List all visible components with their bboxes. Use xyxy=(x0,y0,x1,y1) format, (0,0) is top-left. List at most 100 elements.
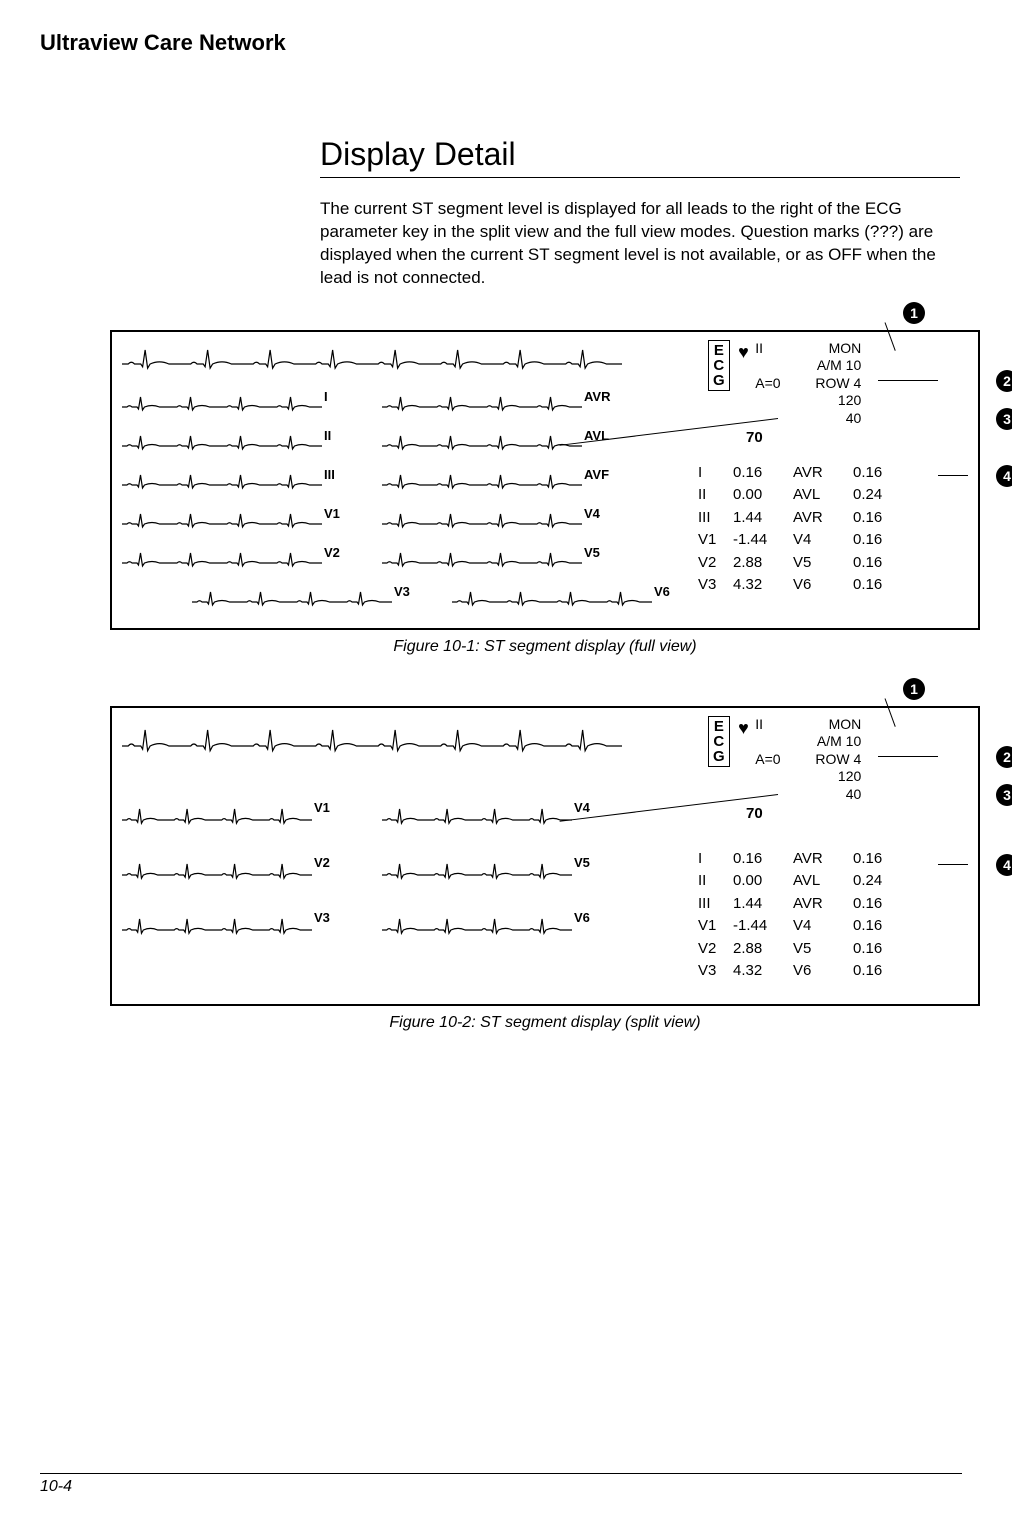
st-value: 0.16 xyxy=(853,552,903,575)
st-value: 0.16 xyxy=(853,915,903,938)
lead-label: V2 xyxy=(314,855,330,870)
lead-label: V6 xyxy=(574,910,590,925)
figure-2-caption: Figure 10-2: ST segment display (split v… xyxy=(110,1014,980,1032)
heart-icon: ♥ xyxy=(738,718,749,739)
st-value: 0.00 xyxy=(733,484,793,507)
st-lead: AVL xyxy=(793,870,853,893)
st-value: -1.44 xyxy=(733,529,793,552)
waveform-area-split: V1 V4 V2 V5 V3 V6 xyxy=(122,718,702,998)
section-title: Display Detail xyxy=(320,136,960,178)
st-value: 0.16 xyxy=(733,848,793,871)
callout-3: 3 xyxy=(996,408,1012,430)
callout-2: 2 xyxy=(996,370,1012,392)
lead-label: AVR xyxy=(584,389,610,404)
lead-label: V1 xyxy=(324,506,340,521)
st-lead: AVR xyxy=(793,462,853,485)
st-value: 0.16 xyxy=(853,848,903,871)
lead-label: V2 xyxy=(324,545,340,560)
callout-2-line xyxy=(878,380,938,381)
st-value: 0.16 xyxy=(853,574,903,597)
ecg-key-box-2: E C G xyxy=(708,716,730,767)
ecg-info: IIMON A/M 10 A=0ROW 4 120 40 xyxy=(755,340,861,428)
limit-hi: 120 xyxy=(791,392,861,410)
figure-1-wrap: IAVRIIAVLIIIAVFV1V4V2V5V3V6 E C G ♥ IIMO… xyxy=(110,330,980,630)
lead-label: V5 xyxy=(584,545,600,560)
ecg-parameter-block: E C G ♥ IIMON A/M 10 A=0ROW 4 120 40 70 xyxy=(708,340,968,447)
st-lead: V4 xyxy=(793,529,853,552)
st-value: 0.24 xyxy=(853,484,903,507)
st-row: I0.16AVR0.16 xyxy=(698,462,958,485)
st-lead: V1 xyxy=(698,915,733,938)
section-body: The current ST segment level is displaye… xyxy=(320,198,960,290)
lead-label: I xyxy=(324,389,328,404)
callout-4: 4 xyxy=(996,465,1012,487)
st-lead: I xyxy=(698,848,733,871)
st-value: 2.88 xyxy=(733,938,793,961)
st-row: V22.88V50.16 xyxy=(698,938,958,961)
st-value: 4.32 xyxy=(733,574,793,597)
st-row: II0.00AVL0.24 xyxy=(698,870,958,893)
st-row: III1.44AVR0.16 xyxy=(698,893,958,916)
st-lead: V3 xyxy=(698,574,733,597)
st-lead: III xyxy=(698,893,733,916)
st-row: V1-1.44V40.16 xyxy=(698,915,958,938)
st-lead: V2 xyxy=(698,552,733,575)
ecg-key-box: E C G xyxy=(708,340,730,391)
ecg-aeq: A=0 xyxy=(755,375,791,393)
st-value: 4.32 xyxy=(733,960,793,983)
st-lead: V6 xyxy=(793,574,853,597)
st-lead: I xyxy=(698,462,733,485)
st-value: 0.00 xyxy=(733,870,793,893)
lead-label: V5 xyxy=(574,855,590,870)
lead-label: V4 xyxy=(584,506,600,521)
st-row: I0.16AVR0.16 xyxy=(698,848,958,871)
st-lead: V4 xyxy=(793,915,853,938)
st-lead: II xyxy=(698,870,733,893)
lead-label: V3 xyxy=(314,910,330,925)
st-lead: V2 xyxy=(698,938,733,961)
lead-label: V3 xyxy=(394,584,410,599)
st-lead: III xyxy=(698,507,733,530)
figure-2-wrap: V1 V4 V2 V5 V3 V6 E C G ♥ IIMON A/M 10 A=0ROW… xyxy=(110,706,980,1006)
st-value: 0.16 xyxy=(853,462,903,485)
ecg-mode: MON xyxy=(791,340,861,358)
st-table-split: I0.16AVR0.16II0.00AVL0.24III1.44AVR0.16V… xyxy=(698,848,958,983)
heart-rate-2: 70 xyxy=(746,805,968,822)
st-value: 1.44 xyxy=(733,893,793,916)
heart-icon: ♥ xyxy=(738,342,749,363)
lead-label: V1 xyxy=(314,800,330,815)
callout-2b: 2 xyxy=(996,746,1012,768)
figure-1-box: IAVRIIAVLIIIAVFV1V4V2V5V3V6 E C G ♥ IIMO… xyxy=(110,330,980,630)
st-value: 0.16 xyxy=(853,960,903,983)
st-lead: AVL xyxy=(793,484,853,507)
st-value: -1.44 xyxy=(733,915,793,938)
lead-label: II xyxy=(324,428,331,443)
st-lead: V1 xyxy=(698,529,733,552)
ecg-key-c: C xyxy=(713,358,725,373)
st-lead: II xyxy=(698,484,733,507)
doc-header: Ultraview Care Network xyxy=(40,30,962,56)
ecg-am: A/M 10 xyxy=(791,357,861,375)
st-row: II0.00AVL0.24 xyxy=(698,484,958,507)
st-row: V1-1.44V40.16 xyxy=(698,529,958,552)
heart-rate: 70 xyxy=(746,429,968,446)
lead-label: V6 xyxy=(654,584,670,599)
st-row: V34.32V60.16 xyxy=(698,574,958,597)
callout-4b: 4 xyxy=(996,854,1012,876)
ecg-info-2: IIMON A/M 10 A=0ROW 4 120 40 xyxy=(755,716,861,804)
callout-3b: 3 xyxy=(996,784,1012,806)
st-value: 0.16 xyxy=(853,507,903,530)
callout-1: 1 xyxy=(903,302,925,324)
st-lead: AVR xyxy=(793,507,853,530)
lead-label: V4 xyxy=(574,800,590,815)
st-row: V22.88V50.16 xyxy=(698,552,958,575)
st-lead: V5 xyxy=(793,552,853,575)
st-value: 0.24 xyxy=(853,870,903,893)
ecg-key-g: G xyxy=(713,373,725,388)
figure-2-box: V1 V4 V2 V5 V3 V6 E C G ♥ IIMON A/M 10 A=0ROW… xyxy=(110,706,980,1006)
ecg-parameter-block-2: E C G ♥ IIMON A/M 10 A=0ROW 4 120 40 70 xyxy=(708,716,968,823)
callout-1b: 1 xyxy=(903,678,925,700)
st-table-full: I0.16AVR0.16II0.00AVL0.24III1.44AVR0.16V… xyxy=(698,462,958,597)
st-value: 0.16 xyxy=(853,893,903,916)
st-lead: V6 xyxy=(793,960,853,983)
